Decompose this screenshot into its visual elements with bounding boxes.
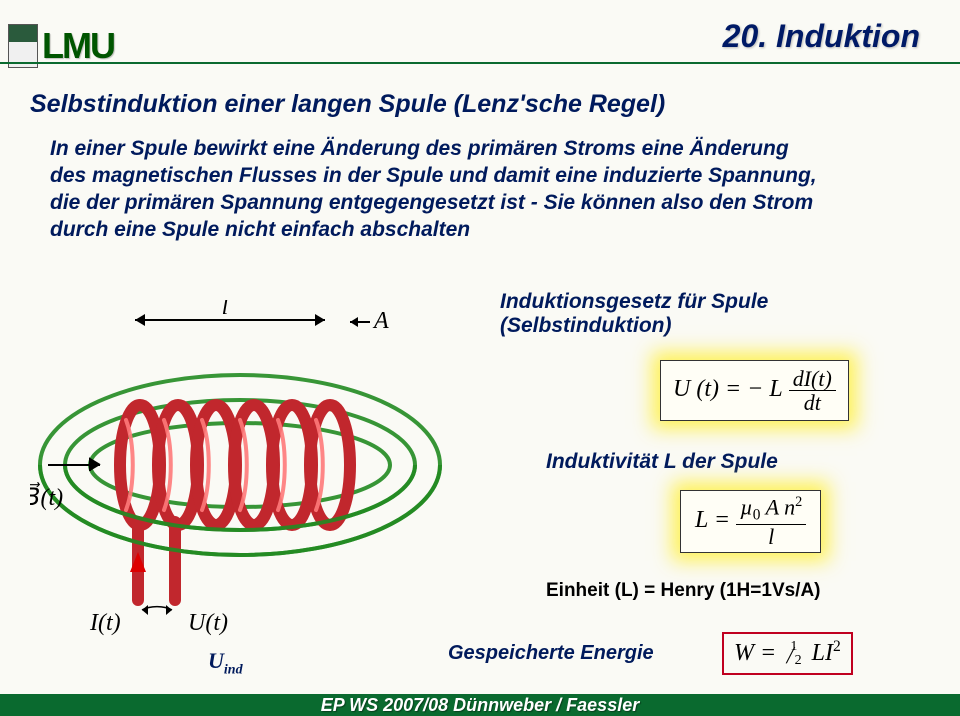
f2-den: l <box>736 525 806 548</box>
chapter-title: 20. Induktion <box>723 18 920 55</box>
f1-num: dI(t) <box>789 367 836 391</box>
f3-hb: 2 <box>795 653 802 668</box>
formula-inductance: L = µ0 A n2 l <box>680 490 821 553</box>
i-label: I(t) <box>89 610 121 636</box>
u-label: U(t) <box>188 610 228 636</box>
law-line1: Induktionsgesetz für Spule <box>500 290 768 313</box>
b-label: B⃗(t) <box>30 482 63 511</box>
formula-induction-law: U (t) = − L dI(t) dt <box>660 360 849 421</box>
body-line: des magnetischen Flusses in der Spule un… <box>50 163 920 190</box>
f2-mid: A n <box>761 494 796 519</box>
page-subtitle: Selbstinduktion einer langen Spule (Lenz… <box>30 90 665 119</box>
f1-den: dt <box>789 391 836 414</box>
f2-sup: 2 <box>795 494 802 510</box>
stored-energy-label: Gespeicherte Energie <box>448 642 654 665</box>
body-line: durch eine Spule nicht einfach abschalte… <box>50 217 920 244</box>
uind-sub: ind <box>224 662 243 677</box>
inductance-label: Induktivität L der Spule <box>546 450 778 474</box>
f2-sub: 0 <box>753 507 761 524</box>
area-label: A <box>372 308 389 334</box>
f3-sup: 2 <box>833 638 841 655</box>
law-label: Induktionsgesetz für Spule (Selbstindukt… <box>500 290 768 338</box>
body-line: In einer Spule bewirkt eine Änderung des… <box>50 136 920 163</box>
law-line2: (Selbstinduktion) <box>500 314 672 337</box>
uind-u: U <box>208 648 224 673</box>
unit-text: Einheit (L) = Henry (1H=1Vs/A) <box>546 580 821 602</box>
f2-lhs: L = <box>695 507 730 533</box>
coil-figure: l A B⃗(t) I(t) U <box>30 300 460 640</box>
u-ind-label: Uind <box>208 648 243 678</box>
f3-post: LI <box>806 640 833 666</box>
header-rule <box>0 62 960 64</box>
footer: EP WS 2007/08 Dünnweber / Faessler <box>0 694 960 716</box>
formula-energy: W = 1╱2 LI2 <box>722 632 853 675</box>
f1-lhs: U (t) = − L <box>673 376 783 402</box>
body-line: die der primären Spannung entgegengesetz… <box>50 190 920 217</box>
body-text: In einer Spule bewirkt eine Änderung des… <box>50 136 920 244</box>
lmu-logo: LMU <box>42 25 114 67</box>
f2-mu: µ <box>740 494 753 519</box>
length-label: l <box>222 300 229 320</box>
f3-pre: W = <box>734 640 782 666</box>
